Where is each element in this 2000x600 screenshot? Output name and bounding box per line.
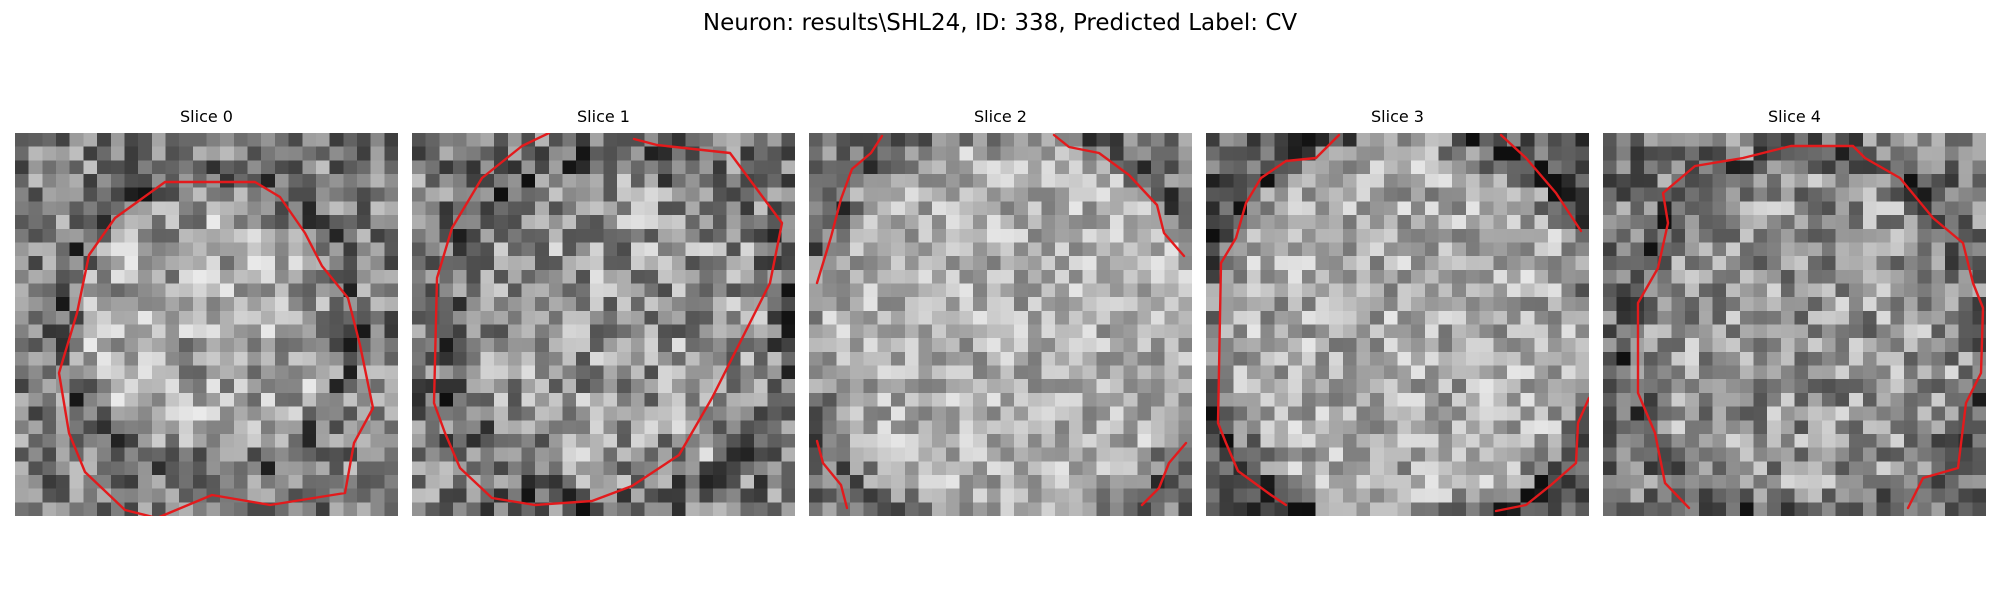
slice-image bbox=[809, 133, 1192, 516]
figure-title: Neuron: results\SHL24, ID: 338, Predicte… bbox=[702, 10, 1298, 36]
slice-image bbox=[1206, 133, 1589, 516]
slice-panel-0: Slice 0 bbox=[15, 107, 398, 516]
neuron-contour bbox=[1216, 133, 1589, 513]
slice-title: Slice 2 bbox=[974, 107, 1027, 126]
slice-panel-2: Slice 2 bbox=[809, 107, 1192, 516]
slice-title: Slice 3 bbox=[1371, 107, 1424, 126]
slice-raster bbox=[412, 133, 795, 516]
slice-panel-4: Slice 4 bbox=[1603, 107, 1986, 516]
slice-image bbox=[1603, 133, 1986, 516]
neuron-contour bbox=[432, 133, 784, 507]
slice-title: Slice 4 bbox=[1768, 107, 1821, 126]
slice-panel-1: Slice 1 bbox=[412, 107, 795, 516]
slice-title: Slice 1 bbox=[577, 107, 630, 126]
neuron-contour bbox=[1636, 144, 1985, 510]
neuron-contour bbox=[815, 133, 1188, 510]
slice-raster bbox=[1603, 133, 1986, 516]
slice-raster bbox=[809, 133, 1192, 516]
neuron-contour bbox=[57, 180, 375, 516]
slice-image bbox=[412, 133, 795, 516]
slice-raster bbox=[15, 133, 398, 516]
slice-image bbox=[15, 133, 398, 516]
slice-panel-3: Slice 3 bbox=[1206, 107, 1589, 516]
slice-title: Slice 0 bbox=[180, 107, 233, 126]
slice-raster bbox=[1206, 133, 1589, 516]
